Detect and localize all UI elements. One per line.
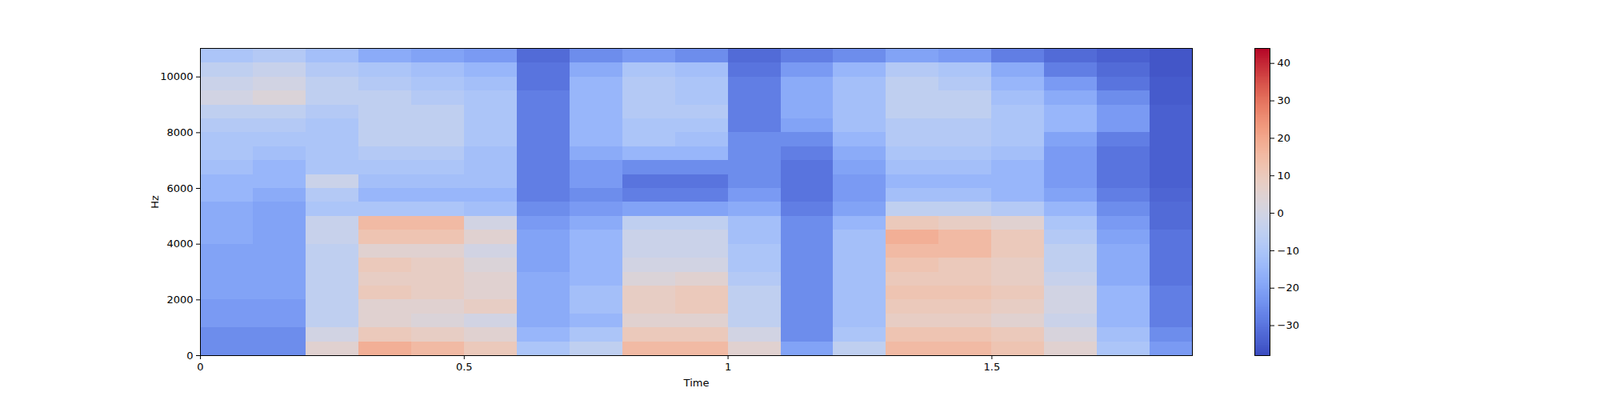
svg-text:Time: Time — [683, 376, 710, 389]
svg-text:8000: 8000 — [166, 126, 193, 139]
svg-text:6000: 6000 — [166, 182, 193, 195]
svg-text:30: 30 — [1277, 94, 1292, 107]
svg-text:10: 10 — [1277, 169, 1292, 182]
svg-text:20: 20 — [1277, 132, 1292, 144]
svg-text:0: 0 — [186, 349, 193, 362]
svg-text:1: 1 — [724, 360, 732, 373]
svg-text:0.5: 0.5 — [456, 360, 473, 373]
svg-text:40: 40 — [1277, 56, 1292, 69]
svg-text:−30: −30 — [1277, 319, 1300, 332]
svg-text:2000: 2000 — [166, 293, 193, 306]
svg-text:1.5: 1.5 — [984, 360, 1001, 373]
svg-text:−10: −10 — [1277, 244, 1300, 257]
svg-text:0: 0 — [196, 360, 204, 373]
svg-text:Hz: Hz — [148, 195, 161, 209]
svg-text:0: 0 — [1277, 207, 1284, 220]
svg-text:4000: 4000 — [166, 237, 193, 250]
svg-text:10000: 10000 — [160, 70, 193, 83]
svg-text:−20: −20 — [1277, 281, 1300, 294]
